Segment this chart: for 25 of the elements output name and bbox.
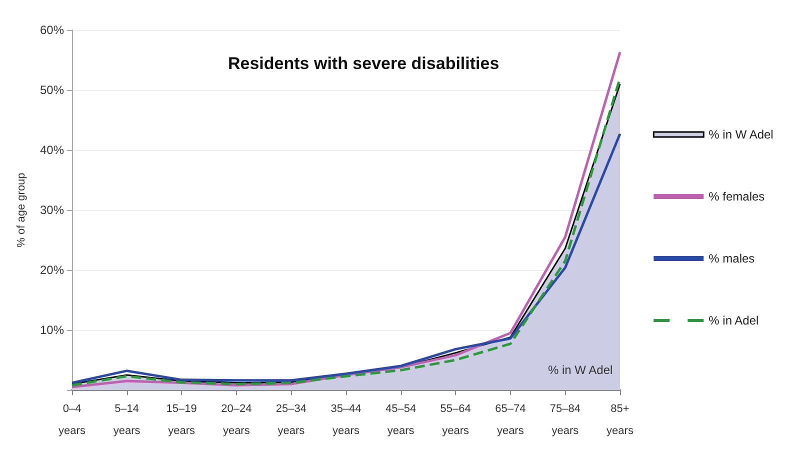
legend-label: % females [708,190,765,204]
x-tick-label: 55–64 years [440,403,471,437]
y-tick-label: 50% [40,83,64,97]
x-tick-label: 0–4 years [58,403,86,437]
y-tick-label: 30% [40,203,64,217]
y-tick-label: 20% [40,263,64,277]
x-tick-label: 15–19 years [166,403,197,437]
x-tick-label: 20–24 years [221,403,252,437]
x-tick-label: 85+ years [606,403,634,437]
x-tick-label: 65–74 years [495,403,526,437]
line-series [70,132,622,384]
x-tick-label: 75–84 years [550,403,580,437]
y-tick-label: 10% [40,323,64,337]
legend-label: % males [708,252,755,266]
x-tick-label: 5–14 years [113,403,141,437]
y-tick-label: 40% [40,143,64,157]
y-tick-label: 60% [40,23,64,37]
legend-label: % in Adel [708,314,759,328]
x-tick-label: 35–44 years [330,403,362,437]
legend-label: % in W Adel [708,128,774,142]
x-tick-label: 25–34 years [276,403,306,437]
text: Residents with severe disabilities [228,54,500,73]
x-tick-label: 45–54 years [386,403,416,437]
y-axis-title: % of age group [16,172,28,248]
annotation: % in W Adel [548,363,613,377]
